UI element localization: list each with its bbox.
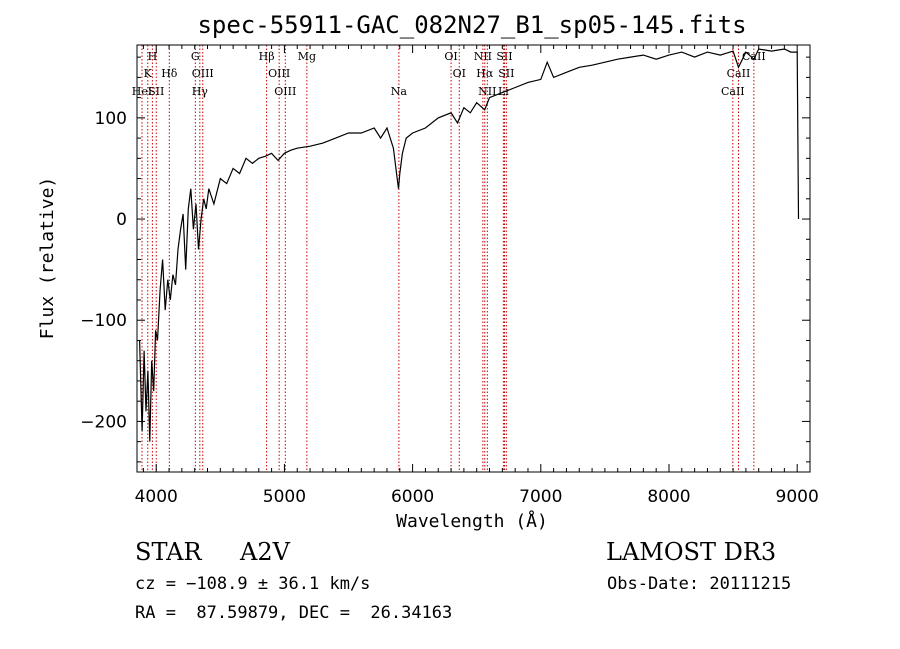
x-tick-label: 7000 <box>519 487 562 507</box>
line-label: Hγ <box>192 85 209 98</box>
line-label: K <box>144 67 153 80</box>
chart-title: spec-55911-GAC_082N27_B1_sp05-145.fits <box>197 11 746 39</box>
y-tick-label: −100 <box>80 311 127 331</box>
coordinates: RA = 87.59879, DEC = 26.34163 <box>135 603 453 623</box>
line-label: Mg <box>298 50 316 63</box>
line-label: SII <box>498 67 514 80</box>
line-label: OI <box>453 67 466 80</box>
line-label: Hδ <box>161 67 178 80</box>
x-tick-label: 8000 <box>647 487 690 507</box>
line-label: OIII <box>274 85 296 98</box>
axis-ticks: 4000 5000 6000 7000 8000 9000 −200 −100 0 100 <box>80 45 819 507</box>
line-label: OI <box>444 50 457 63</box>
redshift-velocity: cz = −108.9 ± 36.1 km/s <box>135 574 371 594</box>
line-label: G <box>191 50 200 63</box>
spectral-subclass: A2V <box>240 538 290 566</box>
y-tick-label: 0 <box>116 210 127 230</box>
observation-date: Obs-Date: 20111215 <box>607 574 792 594</box>
line-label: Hα <box>476 67 494 80</box>
plot-frame <box>136 44 811 473</box>
line-label: OIII <box>192 67 214 80</box>
spectrum-series-line <box>139 48 800 442</box>
line-label: SII <box>148 85 164 98</box>
x-tick-label: 4000 <box>135 487 178 507</box>
x-tick-label: 9000 <box>776 487 819 507</box>
line-label: Hβ <box>259 50 275 63</box>
line-label: NII <box>474 50 492 63</box>
x-tick-label: 6000 <box>391 487 434 507</box>
y-axis-label: Flux (relative) <box>37 177 58 340</box>
x-tick-label: 5000 <box>263 487 306 507</box>
x-axis-label: Wavelength (Å) <box>396 510 548 532</box>
line-label: OIII <box>268 67 290 80</box>
line-label: NII <box>478 85 496 98</box>
line-label: Na <box>391 85 408 98</box>
line-label: CaII <box>727 67 751 80</box>
line-label: H <box>148 50 158 63</box>
object-type: STAR <box>135 538 202 566</box>
line-label: SII <box>496 50 512 63</box>
y-tick-label: 100 <box>95 109 127 129</box>
line-label: CaII <box>721 85 745 98</box>
survey-name: LAMOST DR3 <box>606 538 777 566</box>
y-tick-label: −200 <box>80 412 127 432</box>
